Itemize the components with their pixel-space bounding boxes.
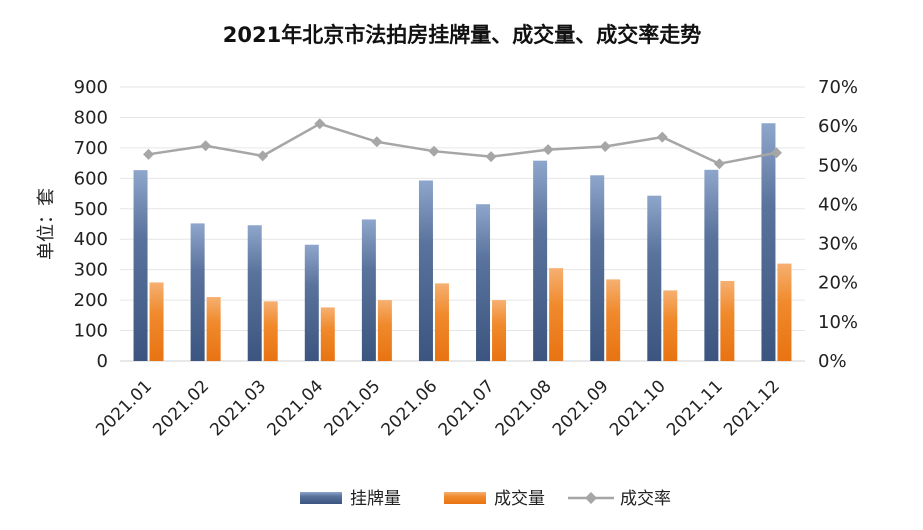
- x-tick-label: 2021.07: [435, 376, 499, 440]
- rate-line: [148, 122, 777, 166]
- grid-layer: [120, 86, 805, 362]
- rate-point: [542, 144, 554, 156]
- chart-legend: 挂牌量 成交量 成交率: [300, 489, 671, 509]
- x-tick-label: 2021.12: [720, 376, 784, 440]
- y-left-tick-label: 400: [74, 229, 108, 250]
- bar-listing: [304, 244, 319, 361]
- bar-listing: [476, 204, 491, 361]
- x-tick-label: 2021.03: [206, 376, 270, 440]
- rate-point: [485, 151, 497, 163]
- x-tick-label: 2021.09: [549, 376, 613, 440]
- bar-listing: [133, 170, 148, 361]
- y-right-tick-label: 50%: [818, 155, 858, 176]
- y-right-tick-label: 30%: [818, 234, 858, 255]
- bar-deal: [149, 282, 164, 361]
- bar-listing: [361, 219, 376, 361]
- bar-deal: [377, 300, 392, 361]
- rate-point: [257, 150, 269, 162]
- bar-listing: [533, 160, 548, 361]
- y-left-tick-label: 500: [74, 199, 108, 220]
- bar-deal: [777, 263, 792, 361]
- line-layer: [143, 118, 782, 170]
- legend-label-deal: 成交量: [494, 489, 545, 509]
- y-left-tick-label: 200: [74, 290, 108, 311]
- bar-deal: [492, 300, 507, 361]
- x-tick-label: 2021.11: [663, 376, 727, 440]
- bar-listing: [190, 223, 205, 361]
- rate-point: [770, 147, 782, 159]
- y-left-tick-label: 0: [97, 351, 108, 372]
- x-tick-label: 2021.10: [606, 376, 670, 440]
- bar-deal: [663, 290, 678, 361]
- y-axis-label: 单位：套: [36, 188, 57, 260]
- bar-deal: [434, 283, 449, 361]
- y-right-tick-label: 40%: [818, 194, 858, 215]
- bar-listing: [247, 225, 262, 361]
- legend-swatch-rate-marker: [585, 492, 597, 504]
- x-tick-label: 2021.01: [92, 376, 156, 440]
- y-left-tick-label: 800: [74, 107, 108, 128]
- legend-swatch-listing: [300, 492, 342, 504]
- bar-listing: [590, 175, 605, 361]
- rate-point: [713, 158, 725, 170]
- bar-deal: [206, 297, 221, 361]
- y-right-tick-label: 70%: [818, 77, 858, 98]
- bar-deal: [606, 279, 621, 361]
- bar-listing: [647, 195, 662, 361]
- rate-point: [200, 140, 212, 152]
- bar-listing: [761, 123, 776, 362]
- y-left-tick-label: 700: [74, 138, 108, 159]
- bar-deal: [720, 280, 735, 361]
- bar-deal: [263, 301, 278, 361]
- bars-layer: [133, 123, 792, 362]
- y-left-tick-label: 600: [74, 168, 108, 189]
- y-left-tick-label: 300: [74, 260, 108, 281]
- x-tick-label: 2021.05: [321, 376, 385, 440]
- y-left-tick-label: 100: [74, 321, 108, 342]
- legend-label-rate: 成交率: [620, 489, 671, 509]
- x-tick-label: 2021.06: [378, 376, 442, 440]
- y-left-tick-label: 900: [74, 77, 108, 98]
- y-right-tick-label: 10%: [818, 312, 858, 333]
- x-tick-label: 2021.08: [492, 376, 556, 440]
- x-tick-label: 2021.04: [263, 376, 327, 440]
- bar-deal: [320, 307, 335, 361]
- y-right-tick-label: 60%: [818, 116, 858, 137]
- rate-point: [428, 145, 440, 157]
- bar-deal: [549, 268, 564, 361]
- legend-label-listing: 挂牌量: [350, 489, 401, 509]
- y-right-tick-label: 20%: [818, 273, 858, 294]
- bar-listing: [418, 180, 433, 361]
- x-tick-label: 2021.02: [149, 376, 213, 440]
- rate-point: [371, 136, 383, 148]
- rate-point: [599, 140, 611, 152]
- chart-title: 2021年北京市法拍房挂牌量、成交量、成交率走势: [223, 23, 701, 47]
- rate-point: [143, 148, 155, 160]
- legend-swatch-deal: [444, 492, 486, 504]
- y-right-tick-label: 0%: [818, 351, 847, 372]
- rate-point: [656, 131, 668, 143]
- rate-point: [314, 118, 326, 130]
- bar-listing: [704, 169, 719, 361]
